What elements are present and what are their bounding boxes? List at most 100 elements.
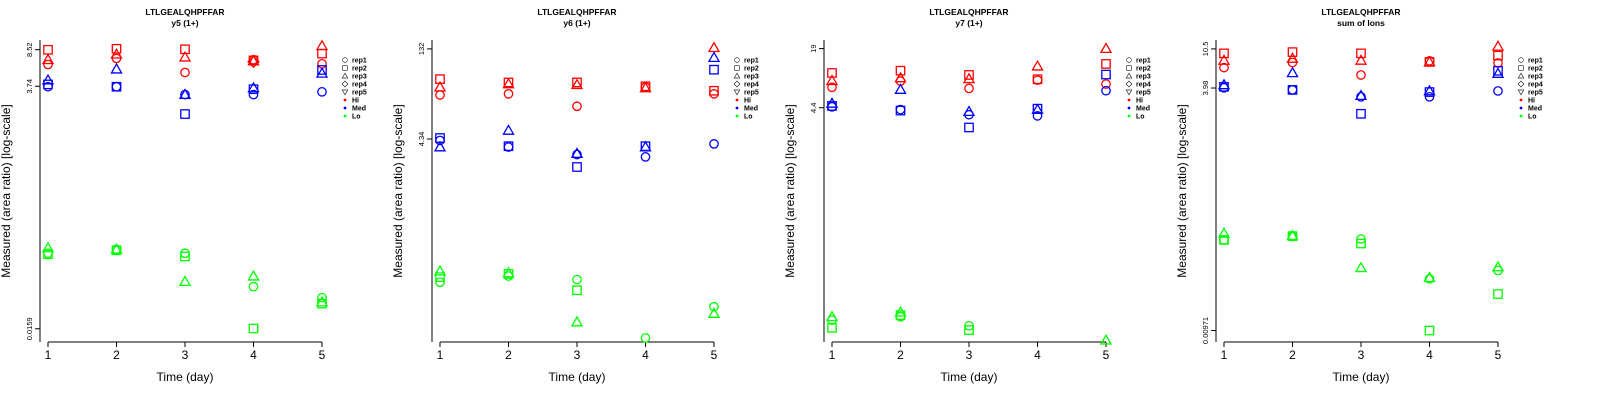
data-point-med — [572, 162, 582, 172]
data-point-med — [502, 124, 515, 135]
legend-label: Lo — [744, 114, 753, 121]
data-point-lo — [1286, 229, 1299, 241]
data-point-lo — [1493, 289, 1503, 299]
y-axis-label: Measured (area ratio) [log-scale] — [783, 104, 797, 277]
legend-dot-med — [1127, 106, 1131, 110]
legend-marker-rep1 — [1126, 57, 1132, 63]
data-point-hi — [502, 77, 515, 89]
legend-marker-rep3 — [1517, 72, 1525, 79]
x-tick-label: 4 — [250, 348, 257, 362]
legend-label: Hi — [1136, 98, 1143, 105]
x-tick-label: 1 — [45, 348, 52, 362]
legend-dot-hi — [1519, 98, 1523, 102]
legend-marker-rep1 — [1518, 57, 1524, 63]
data-point-med — [317, 86, 327, 97]
data-point-hi — [247, 55, 260, 69]
data-point-hi — [180, 67, 190, 78]
series-lo — [433, 264, 721, 343]
data-point-hi — [317, 58, 327, 69]
chart-subtitle: y5 (1+) — [171, 18, 198, 28]
y-tick-label: 3.74 — [25, 79, 34, 94]
data-point-med — [894, 83, 907, 94]
data-point-med — [1423, 84, 1436, 96]
legend-label: rep5 — [1528, 90, 1543, 97]
series-hi — [433, 41, 721, 112]
data-point-med — [41, 73, 55, 85]
data-point-med — [1493, 65, 1503, 76]
data-point-lo — [1356, 238, 1366, 249]
legend-label: rep2 — [744, 66, 759, 73]
x-tick-label: 5 — [1103, 348, 1110, 362]
data-point-lo — [1491, 260, 1505, 272]
data-point-lo — [43, 249, 53, 260]
data-point-hi — [1354, 54, 1368, 65]
legend-label: rep4 — [352, 82, 367, 89]
x-tick-label: 4 — [1034, 348, 1041, 362]
data-point-hi — [1032, 75, 1043, 86]
data-point-lo — [1423, 271, 1436, 283]
data-point-lo — [248, 323, 259, 334]
data-point-hi — [1423, 55, 1436, 67]
legend-label: rep5 — [352, 90, 367, 97]
legend-marker-rep1 — [734, 57, 740, 63]
data-point-med — [1424, 87, 1435, 97]
data-point-hi — [1031, 59, 1044, 71]
legend-label: Hi — [744, 98, 751, 105]
data-point-lo — [572, 274, 582, 285]
data-point-hi — [895, 65, 906, 76]
legend-dot-lo — [735, 114, 739, 118]
chart-title: LTLGEALQHPFFAR — [929, 7, 1008, 17]
data-point-med — [503, 142, 514, 152]
data-point-med — [315, 67, 329, 78]
data-point-med — [572, 149, 582, 160]
legend-marker-rep5 — [733, 89, 741, 96]
legend-dot-hi — [343, 98, 347, 102]
legend-label: Hi — [1528, 98, 1535, 105]
data-point-med — [1031, 103, 1044, 115]
data-point-hi — [707, 41, 721, 53]
series-lo — [825, 305, 1113, 345]
x-tick-label: 2 — [505, 348, 512, 362]
data-point-lo — [178, 275, 192, 287]
data-point-hi — [43, 59, 53, 70]
data-point-med — [247, 81, 260, 93]
data-point-med — [1356, 91, 1366, 102]
legend-label: rep4 — [1528, 82, 1543, 89]
data-point-hi — [1219, 62, 1229, 73]
data-point-med — [964, 109, 974, 120]
y-tick-label: 19 — [809, 44, 818, 52]
y-tick-label: 4.4 — [809, 103, 818, 113]
data-point-lo — [1217, 227, 1231, 238]
data-point-med — [827, 101, 837, 112]
legend-marker-rep2 — [734, 65, 740, 71]
data-point-hi — [503, 89, 514, 99]
data-point-med — [895, 105, 906, 116]
x-tick-label: 5 — [1495, 348, 1502, 362]
data-point-lo — [640, 333, 651, 343]
data-point-med — [180, 109, 190, 119]
series-med — [825, 69, 1111, 133]
x-tick-label: 2 — [897, 348, 904, 362]
x-axis-label: Time (day) — [941, 370, 998, 384]
data-point-hi — [435, 90, 445, 100]
data-point-hi — [317, 48, 327, 59]
y-tick-label: 0.00971 — [1201, 317, 1210, 344]
legend-dot-med — [735, 106, 739, 110]
x-tick-label: 1 — [437, 348, 444, 362]
legend-dot-med — [343, 106, 347, 110]
data-point-lo — [180, 251, 190, 262]
legend-label: rep1 — [1528, 58, 1543, 65]
data-point-lo — [1424, 273, 1435, 284]
legend-label: rep3 — [352, 74, 367, 81]
data-point-hi — [709, 89, 719, 99]
legend-label: rep1 — [1136, 58, 1151, 65]
data-point-lo — [433, 264, 447, 276]
legend-label: rep1 — [744, 58, 759, 65]
data-point-lo — [315, 295, 329, 307]
data-point-lo — [1099, 333, 1113, 345]
data-point-med — [709, 64, 719, 75]
legend-marker-rep2 — [342, 65, 348, 71]
